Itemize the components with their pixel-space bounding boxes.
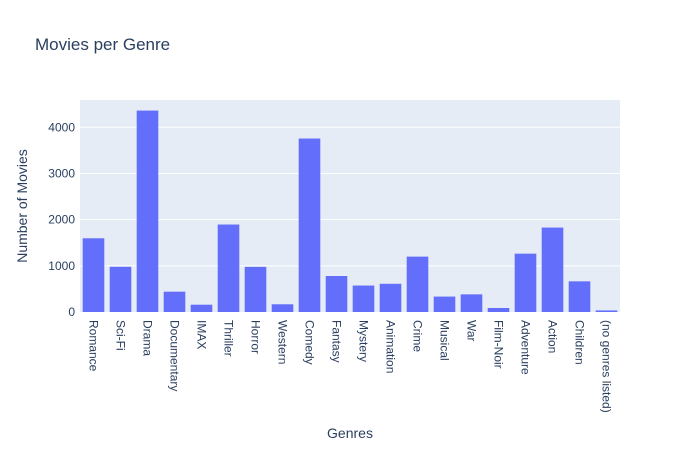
- bar-adventure: [514, 253, 537, 312]
- plot-area: [80, 100, 620, 312]
- bar-film-noir: [487, 307, 510, 312]
- x-tick-label: Children: [573, 320, 587, 365]
- x-tick-label: Romance: [87, 320, 101, 372]
- x-tick-label: Film-Noir: [492, 320, 506, 369]
- x-tick-label: Drama: [141, 320, 155, 356]
- bar-comedy: [298, 138, 321, 312]
- x-tick-label: Crime: [411, 320, 425, 352]
- x-tick-label: (no genres listed): [600, 320, 614, 413]
- bar-children: [568, 281, 591, 312]
- bar-musical: [433, 296, 456, 312]
- x-tick-label: Documentary: [168, 320, 182, 391]
- x-axis-ticks: Romance Sci-Fi Drama Documentary IMAX Thrille…: [87, 320, 614, 413]
- x-tick-label: Action: [546, 320, 560, 353]
- y-tick-label: 0: [68, 305, 75, 319]
- x-tick-label: IMAX: [195, 320, 209, 349]
- y-axis-ticks: 0 1000 2000 3000 4000: [48, 120, 75, 319]
- bar-sci-fi: [109, 266, 132, 312]
- y-tick-label: 3000: [48, 166, 75, 180]
- x-tick-label: Sci-Fi: [114, 320, 128, 351]
- bar-romance: [82, 238, 105, 312]
- x-tick-label: Adventure: [519, 320, 533, 375]
- x-tick-label: Musical: [438, 320, 452, 361]
- x-tick-label: Mystery: [357, 320, 371, 362]
- x-axis-label: Genres: [327, 425, 373, 441]
- bar-fantasy: [325, 276, 348, 312]
- bar-imax: [190, 304, 213, 312]
- bar-thriller: [217, 224, 240, 312]
- bar-documentary: [163, 291, 186, 312]
- bars: [82, 110, 618, 312]
- bar-horror: [244, 266, 267, 312]
- x-tick-label: Thriller: [222, 320, 236, 357]
- bar-crime: [406, 256, 429, 312]
- x-tick-label: Horror: [249, 320, 263, 354]
- x-tick-label: Animation: [384, 320, 398, 373]
- y-tick-label: 1000: [48, 259, 75, 273]
- bar-animation: [379, 283, 402, 312]
- bar-mystery: [352, 285, 375, 312]
- y-tick-label: 4000: [48, 120, 75, 134]
- x-tick-label: Western: [276, 320, 290, 364]
- x-tick-label: War: [465, 320, 479, 342]
- bar-no-genres-listed: [595, 310, 618, 312]
- chart-title: Movies per Genre: [35, 35, 170, 54]
- bar-action: [541, 227, 564, 312]
- bar-drama: [136, 110, 159, 312]
- y-tick-label: 2000: [48, 213, 75, 227]
- y-axis-label: Number of Movies: [14, 149, 30, 263]
- x-tick-label: Comedy: [303, 320, 317, 365]
- bar-war: [460, 294, 483, 312]
- x-tick-label: Fantasy: [330, 320, 344, 363]
- bar-western: [271, 304, 294, 312]
